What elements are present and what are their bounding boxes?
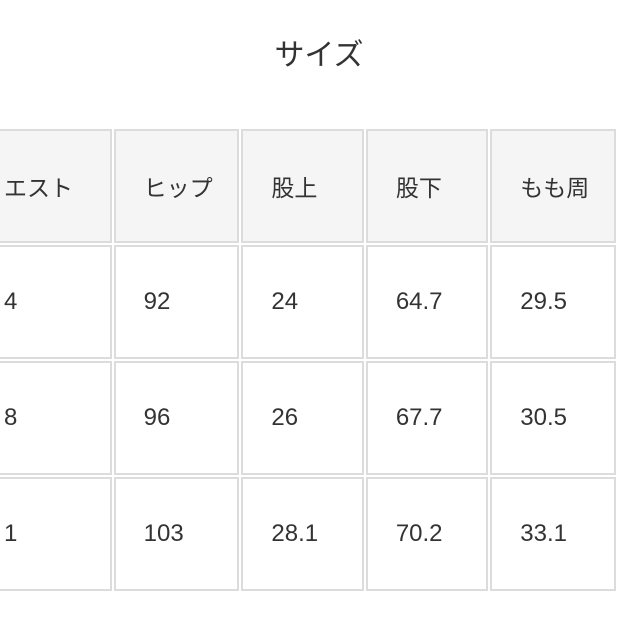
table-header-row: エスト ヒップ 股上 股下 もも周 [0,129,616,243]
table-cell: 29.5 [490,245,616,359]
table-cell: 26 [241,361,364,475]
table-cell: 1 [0,477,112,591]
table-row: 8 96 26 67.7 30.5 [0,361,616,475]
table-row: 1 103 28.1 70.2 33.1 [0,477,616,591]
table-row: 4 92 24 64.7 29.5 [0,245,616,359]
table-cell: 8 [0,361,112,475]
table-cell: 4 [0,245,112,359]
size-table: エスト ヒップ 股上 股下 もも周 4 92 24 64.7 29.5 8 96… [0,127,618,593]
table-cell: 28.1 [241,477,364,591]
header-cell-rise: 股上 [241,129,364,243]
table-cell: 103 [113,477,240,591]
table-cell: 92 [113,245,240,359]
table-cell: 67.7 [365,361,489,475]
table-cell: 64.7 [365,245,489,359]
header-cell-waist: エスト [0,129,112,243]
table-cell: 70.2 [365,477,489,591]
header-cell-thigh: もも周 [490,129,616,243]
header-cell-hip: ヒップ [113,129,240,243]
table-cell: 24 [241,245,364,359]
page-title: サイズ [274,38,364,73]
header-cell-inseam: 股下 [365,129,489,243]
table-cell: 33.1 [490,477,616,591]
table-cell: 30.5 [490,361,616,475]
table-cell: 96 [113,361,240,475]
